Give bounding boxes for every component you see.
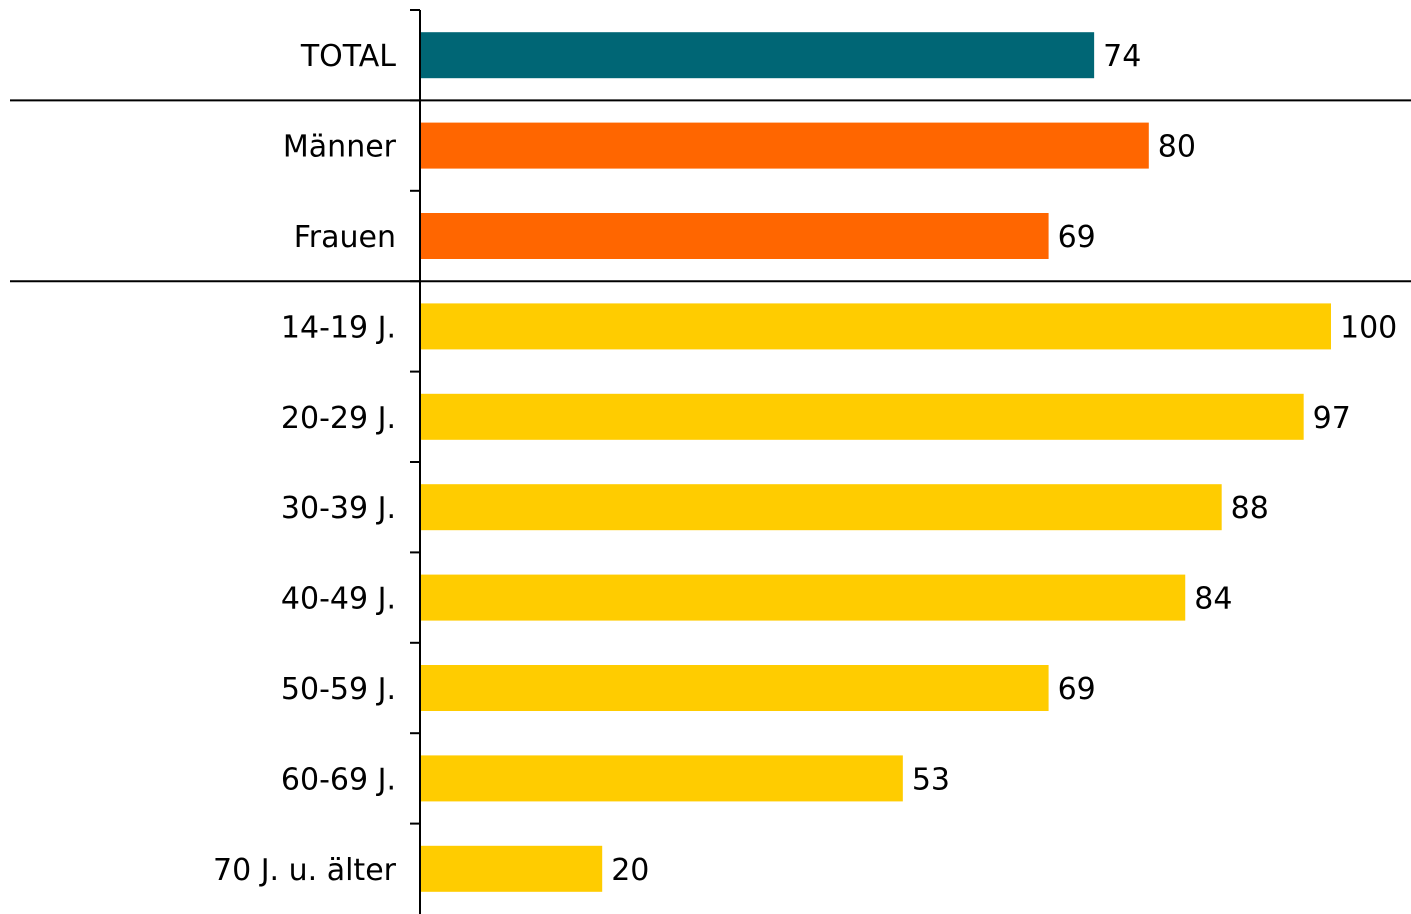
bars: [420, 32, 1331, 892]
category-labels: TOTAL Männer Frauen 14-19 J. 20-29 J. 30-39 J…: [213, 39, 397, 888]
value-label-4: 97: [1313, 401, 1351, 436]
bar-2: [420, 213, 1049, 259]
bar-4: [420, 393, 1304, 440]
category-label-7: 50-59 J.: [281, 672, 396, 707]
value-label-6: 84: [1194, 582, 1232, 617]
value-label-5: 88: [1231, 491, 1269, 526]
bar-6: [420, 574, 1186, 621]
category-axis: [410, 9, 421, 914]
category-label-6: 40-49 J.: [281, 582, 396, 617]
category-label-3: 14-19 J.: [281, 310, 396, 345]
value-label-0: 74: [1103, 39, 1141, 74]
value-label-1: 80: [1158, 130, 1196, 165]
category-label-4: 20-29 J.: [281, 401, 396, 436]
category-label-2: Frauen: [294, 220, 396, 255]
bar-8: [420, 755, 903, 802]
value-labels: 74 80 69 100 97 88 84 69 53 20: [611, 39, 1397, 888]
bar-3: [420, 303, 1331, 350]
value-label-7: 69: [1058, 672, 1096, 707]
value-label-9: 20: [611, 853, 649, 888]
group-separators: [10, 99, 1411, 283]
value-label-8: 53: [912, 762, 950, 797]
bar-1: [420, 122, 1149, 169]
bar-7: [420, 665, 1049, 711]
category-label-0: TOTAL: [300, 39, 396, 74]
bar-0: [420, 32, 1095, 79]
value-label-2: 69: [1058, 220, 1096, 255]
bar-5: [420, 484, 1222, 531]
category-label-9: 70 J. u. älter: [213, 853, 397, 888]
value-label-3: 100: [1340, 310, 1397, 345]
category-label-5: 30-39 J.: [281, 491, 396, 526]
category-label-1: Männer: [283, 130, 397, 165]
bar-9: [420, 845, 603, 892]
category-label-8: 60-69 J.: [281, 762, 396, 797]
